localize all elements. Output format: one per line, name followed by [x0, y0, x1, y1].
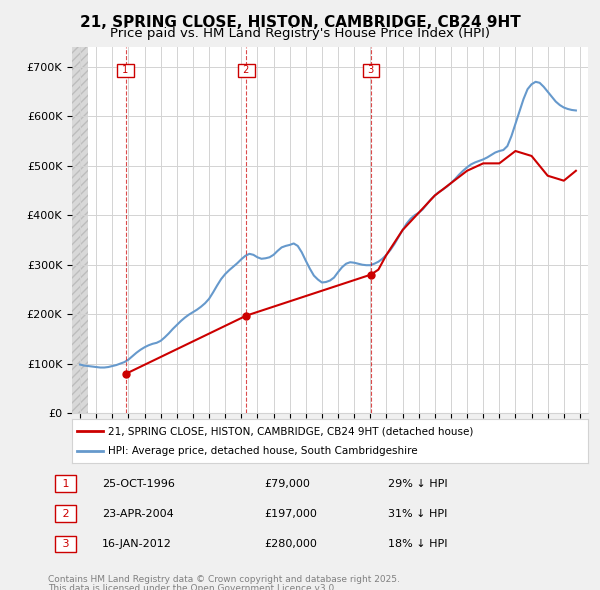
Text: £197,000: £197,000	[264, 509, 317, 519]
Text: 23-APR-2004: 23-APR-2004	[102, 509, 174, 519]
Text: £280,000: £280,000	[264, 539, 317, 549]
Text: This data is licensed under the Open Government Licence v3.0.: This data is licensed under the Open Gov…	[48, 584, 337, 590]
Text: 25-OCT-1996: 25-OCT-1996	[102, 478, 175, 489]
Text: 2: 2	[240, 65, 253, 76]
Text: 21, SPRING CLOSE, HISTON, CAMBRIDGE, CB24 9HT: 21, SPRING CLOSE, HISTON, CAMBRIDGE, CB2…	[80, 15, 520, 30]
Text: Contains HM Land Registry data © Crown copyright and database right 2025.: Contains HM Land Registry data © Crown c…	[48, 575, 400, 584]
Text: £79,000: £79,000	[264, 478, 310, 489]
Text: 1: 1	[59, 478, 73, 489]
Text: Price paid vs. HM Land Registry's House Price Index (HPI): Price paid vs. HM Land Registry's House …	[110, 27, 490, 40]
Text: 3: 3	[59, 539, 73, 549]
Bar	[72, 47, 88, 413]
Text: HPI: Average price, detached house, South Cambridgeshire: HPI: Average price, detached house, Sout…	[108, 446, 418, 455]
Text: 21, SPRING CLOSE, HISTON, CAMBRIDGE, CB24 9HT (detached house): 21, SPRING CLOSE, HISTON, CAMBRIDGE, CB2…	[108, 427, 473, 436]
Text: 18% ↓ HPI: 18% ↓ HPI	[388, 539, 448, 549]
Text: 31% ↓ HPI: 31% ↓ HPI	[388, 509, 448, 519]
Text: 3: 3	[365, 65, 377, 76]
Text: 29% ↓ HPI: 29% ↓ HPI	[388, 478, 448, 489]
Text: 1: 1	[119, 65, 132, 76]
Text: 2: 2	[59, 509, 73, 519]
Text: 16-JAN-2012: 16-JAN-2012	[102, 539, 172, 549]
